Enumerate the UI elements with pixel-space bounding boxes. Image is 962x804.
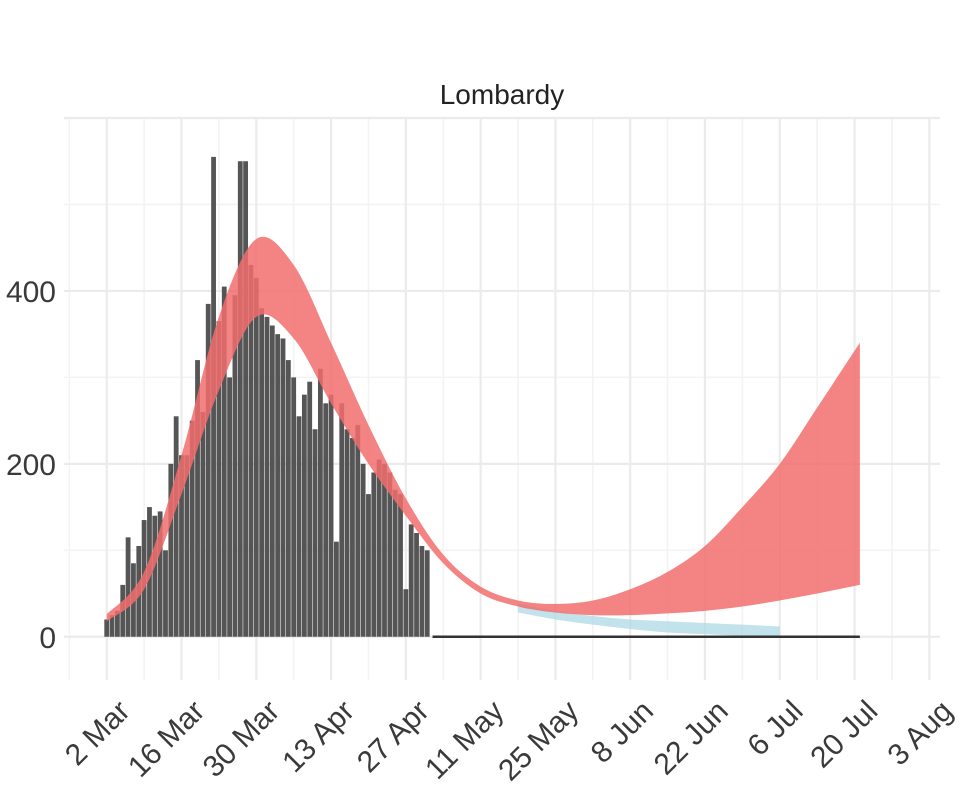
bar (200, 411, 206, 637)
y-tick-label: 200 (6, 449, 56, 482)
bar (285, 360, 291, 637)
bar (382, 463, 387, 637)
y-tick-label: 400 (6, 276, 56, 309)
bar (301, 394, 307, 637)
bar (398, 494, 403, 637)
bar (184, 455, 190, 637)
bar (350, 437, 355, 637)
bar (253, 277, 259, 637)
bar (424, 550, 430, 637)
bar (104, 619, 110, 637)
bar (168, 463, 174, 637)
bar (280, 338, 286, 637)
bar (339, 403, 345, 637)
bar (328, 394, 334, 637)
bar (189, 420, 195, 637)
bar (344, 429, 350, 637)
bar (360, 463, 366, 637)
bar (291, 377, 297, 637)
y-axis-ticks: 0 200 400 (6, 276, 56, 655)
forecast-band-blue (518, 603, 780, 637)
bar (376, 459, 382, 637)
bar (403, 589, 409, 637)
bar (232, 295, 238, 637)
bar (248, 264, 254, 637)
bar (392, 489, 398, 637)
y-tick-label: 0 (39, 622, 56, 655)
bar (205, 303, 211, 637)
bar (163, 550, 168, 637)
bar (269, 325, 275, 637)
bar (152, 515, 158, 637)
bar (195, 360, 200, 637)
bar (334, 541, 339, 637)
bar (387, 472, 393, 637)
bar (259, 308, 265, 637)
bar (109, 615, 115, 637)
bar (243, 161, 249, 637)
bar (275, 334, 281, 637)
forecast-band-red (106, 236, 860, 622)
bar (419, 545, 425, 637)
bar (216, 321, 222, 637)
bar (173, 416, 179, 637)
bar (237, 161, 243, 637)
bar (317, 368, 323, 637)
bar (264, 316, 270, 637)
bar (408, 524, 414, 637)
bar (227, 377, 232, 637)
bar (414, 533, 419, 637)
bar (323, 403, 329, 637)
bar (307, 381, 313, 637)
bar (312, 429, 318, 637)
bar (366, 494, 371, 637)
chart-title: Lombardy (440, 79, 565, 110)
bar (296, 416, 302, 637)
bar (179, 455, 184, 637)
bar (157, 511, 163, 637)
bar (115, 610, 120, 637)
bar (125, 537, 131, 637)
bar (355, 424, 361, 637)
bar (371, 472, 377, 637)
bar (221, 286, 227, 637)
forecast-bands (106, 236, 860, 637)
